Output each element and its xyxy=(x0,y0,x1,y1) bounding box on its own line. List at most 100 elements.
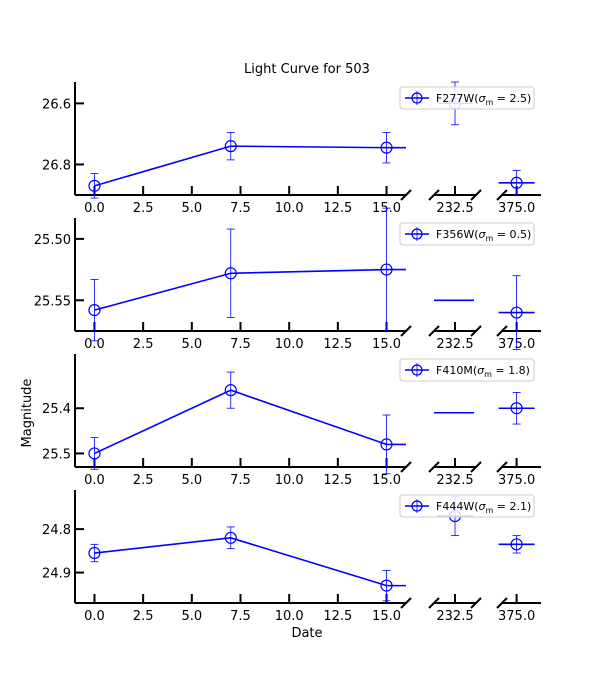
x-tick-label: 232.5 xyxy=(436,337,473,352)
x-tick-label: 12.5 xyxy=(323,201,352,216)
x-tick-label: 2.5 xyxy=(133,609,154,624)
x-tick-label: 0.0 xyxy=(84,201,105,216)
x-tick-label: 5.0 xyxy=(181,201,202,216)
y-axis-label: Magnitude xyxy=(20,379,35,448)
axis-break-mark xyxy=(428,325,440,337)
axis-break-mark xyxy=(428,189,440,201)
data-point xyxy=(510,176,523,189)
axis-break-mark xyxy=(470,461,482,473)
x-tick-label: 232.5 xyxy=(436,201,473,216)
legend-box xyxy=(399,86,535,110)
x-tick-label: 7.5 xyxy=(230,201,251,216)
x-tick-label: 5.0 xyxy=(181,609,202,624)
data-point xyxy=(224,267,237,280)
x-tick-label: 232.5 xyxy=(436,609,473,624)
axis-break-mark xyxy=(496,325,508,337)
x-tick-label: 232.5 xyxy=(436,473,473,488)
x-tick-label: 12.5 xyxy=(323,337,352,352)
x-tick-label: 375.0 xyxy=(498,609,535,624)
axis-break-mark xyxy=(400,189,412,201)
x-tick-label: 5.0 xyxy=(181,473,202,488)
axis-break-mark xyxy=(428,597,440,609)
legend-label: F277W(σm = 2.5) xyxy=(436,92,531,107)
series-line xyxy=(94,268,406,311)
data-point xyxy=(224,384,237,397)
legend: F356W(σm = 0.5) xyxy=(399,222,535,246)
data-point xyxy=(380,263,393,276)
x-tick-label: 15.0 xyxy=(372,609,401,624)
x-tick-label: 0.0 xyxy=(84,473,105,488)
x-tick-label: 12.5 xyxy=(323,609,352,624)
data-point xyxy=(88,546,101,560)
legend-label: F410M(σm = 1.8) xyxy=(436,364,530,379)
x-tick-label: 10.0 xyxy=(275,337,304,352)
axis-break-mark xyxy=(400,461,412,473)
y-tick-label: 25.4 xyxy=(42,402,71,417)
panel-4: 0.0 2.5 5.0 7.5 10.0 12.5 15.0 232.5 375.0 24.8 24… xyxy=(42,490,541,624)
x-tick-label: 10.0 xyxy=(275,201,304,216)
axis-break-mark xyxy=(470,325,482,337)
legend-marker xyxy=(411,228,423,240)
axis-break-mark xyxy=(470,597,482,609)
panels-group: 0.0 2.5 5.0 7.5 10.0 12.5 15.0 232.5 375.0 26.6 26… xyxy=(34,81,541,624)
x-tick-label: 10.0 xyxy=(275,609,304,624)
legend-label: F356W(σm = 0.5) xyxy=(436,228,531,243)
data-point xyxy=(380,141,393,154)
data-point xyxy=(510,402,523,415)
x-tick-label: 375.0 xyxy=(498,473,535,488)
legend-box xyxy=(399,358,535,382)
y-tick-label: 26.6 xyxy=(42,97,71,112)
x-axis-label: Date xyxy=(291,626,322,641)
x-tick-label: 15.0 xyxy=(372,337,401,352)
panel-2: 0.0 2.5 5.0 7.5 10.0 12.5 15.0 232.5 375.025.502… xyxy=(34,207,541,352)
x-tick-label: 7.5 xyxy=(230,337,251,352)
y-tick-label: 24.9 xyxy=(42,567,71,582)
y-tick-label: 26.8 xyxy=(42,158,71,173)
data-point xyxy=(380,579,393,592)
x-tick-label: 2.5 xyxy=(133,201,154,216)
data-point xyxy=(510,306,523,319)
x-tick-label: 5.0 xyxy=(181,337,202,352)
data-point xyxy=(510,538,523,551)
data-point xyxy=(88,304,101,317)
axis-break-mark xyxy=(400,597,412,609)
y-tick-label: 25.5 xyxy=(42,447,71,462)
legend-box xyxy=(399,222,535,246)
axis-break-mark xyxy=(470,189,482,201)
x-tick-label: 10.0 xyxy=(275,473,304,488)
x-tick-label: 2.5 xyxy=(133,337,154,352)
data-point xyxy=(224,140,237,153)
x-tick-label: 7.5 xyxy=(230,609,251,624)
x-tick-label: 7.5 xyxy=(230,473,251,488)
y-tick-label: 24.8 xyxy=(42,523,71,538)
legend: F444W(σm = 2.1) xyxy=(399,494,535,518)
axis-break-mark xyxy=(496,461,508,473)
x-tick-label: 2.5 xyxy=(133,473,154,488)
panel-1: 0.02.55.07.510.012.515.0232.5375.026.626… xyxy=(42,81,541,216)
legend-box xyxy=(399,494,535,518)
axis-break-mark xyxy=(428,461,440,473)
data-point xyxy=(88,179,101,192)
x-tick-label: 375.0 xyxy=(498,201,535,216)
x-tick-label: 0.0 xyxy=(84,609,105,624)
axis-break-mark xyxy=(496,189,508,201)
axis-break-mark xyxy=(496,597,508,609)
series-line xyxy=(94,145,406,187)
data-point xyxy=(224,531,237,544)
legend-marker xyxy=(411,364,423,376)
data-point xyxy=(380,438,393,451)
legend-label: F444W(σm = 2.1) xyxy=(436,500,531,515)
x-tick-label: 15.0 xyxy=(372,473,401,488)
series-line xyxy=(94,536,406,587)
series-line xyxy=(94,389,406,455)
data-point xyxy=(88,447,101,460)
y-tick-label: 25.50 xyxy=(34,233,71,248)
x-tick-label: 12.5 xyxy=(323,473,352,488)
chart-title: Light Curve for 503 xyxy=(244,62,370,77)
y-tick-label: 25.55 xyxy=(34,294,71,309)
legend-marker xyxy=(411,92,423,104)
axis-break-mark xyxy=(400,325,412,337)
panel-3: 0.0 2.5 5.0 7.5 10.0 12.5 15.0 232.5 375.0 25.4 25… xyxy=(42,354,541,488)
x-tick-label: 0.0 xyxy=(84,337,105,352)
